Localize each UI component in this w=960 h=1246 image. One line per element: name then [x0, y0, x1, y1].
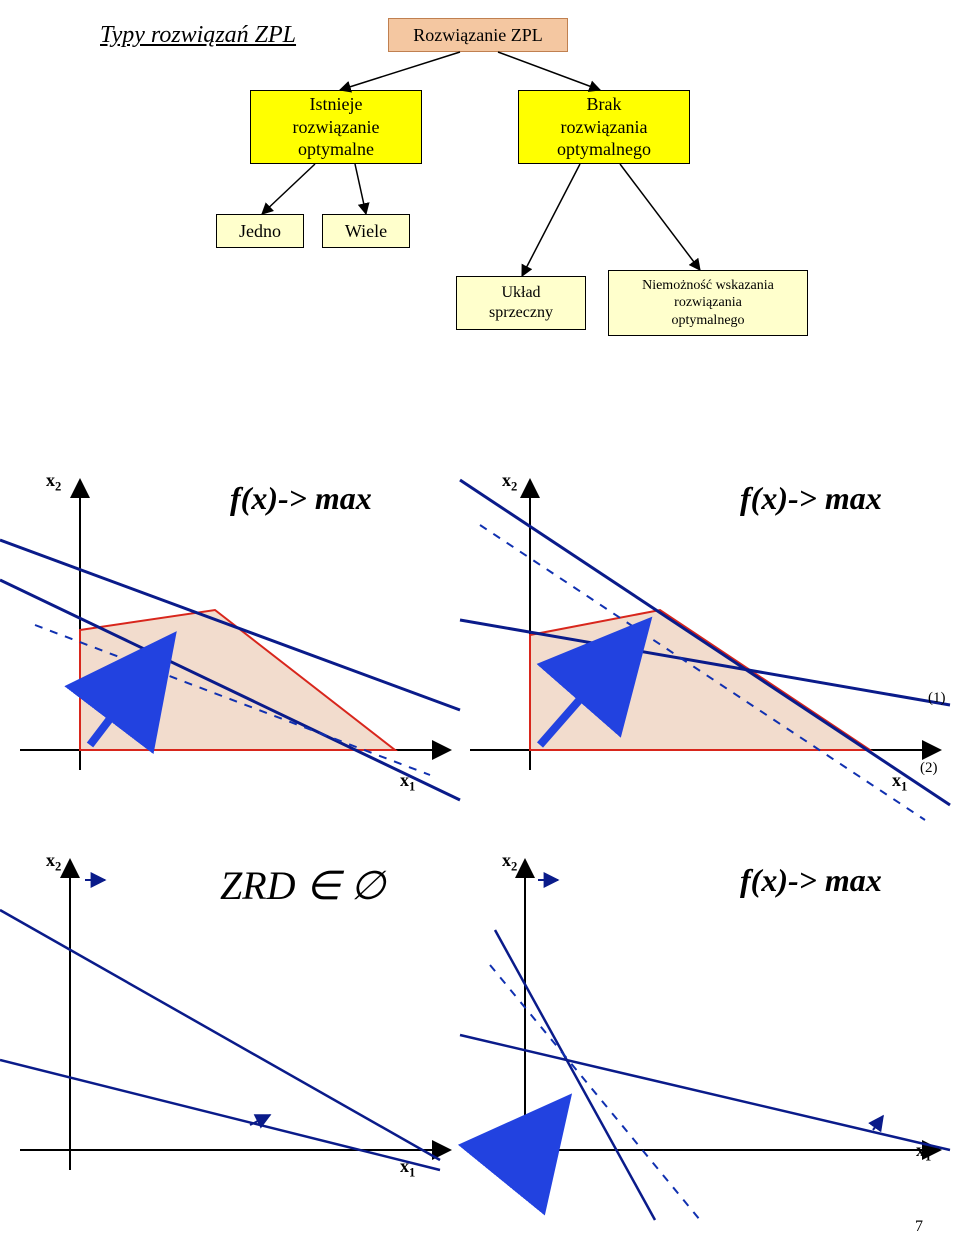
plot1-objective: f(x)-> max	[230, 480, 372, 517]
plot3-x-axis-label: x1	[400, 1156, 415, 1181]
page-number: 7	[915, 1218, 923, 1236]
plot-unique-max	[0, 470, 460, 800]
plot4-x-axis-label: x1	[916, 1140, 931, 1165]
plot-unbounded	[470, 850, 950, 1220]
plot2-y-axis-label: x2	[502, 470, 517, 495]
plot-multiple-optima	[470, 470, 950, 810]
plot3-zrd: ZRD ∈ ∅	[220, 862, 385, 909]
plot1-x-axis-label: x1	[400, 770, 415, 795]
plot2-x-axis-label: x1	[892, 770, 907, 795]
plot2-objective: f(x)-> max	[740, 480, 882, 517]
plot3-y-axis-label: x2	[46, 850, 61, 875]
plot4-objective: f(x)-> max	[740, 862, 882, 899]
plot1-y-axis-label: x2	[46, 470, 61, 495]
plot2-constraint2: (2)	[920, 760, 938, 777]
plot2-constraint1: (1)	[928, 690, 946, 707]
plot4-y-axis-label: x2	[502, 850, 517, 875]
tree-edges	[0, 0, 960, 360]
